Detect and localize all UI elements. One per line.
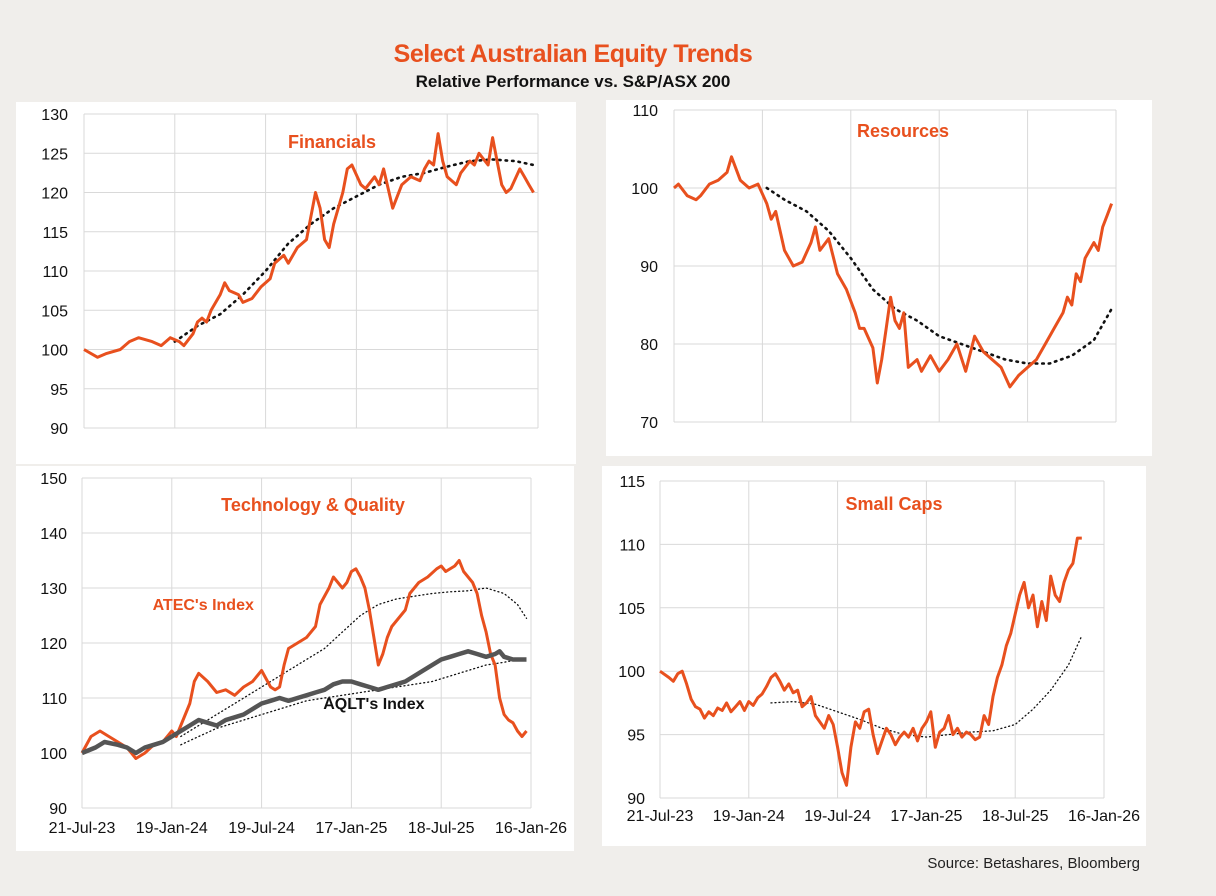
y-tick-label: 95 xyxy=(627,728,645,745)
y-tick-label: 100 xyxy=(41,343,68,360)
series-line-small-caps xyxy=(659,536,1082,787)
series-line-atec-s-index xyxy=(80,559,528,760)
chart-title: Resources xyxy=(857,121,949,141)
x-tick-label: 19-Jan-24 xyxy=(136,820,208,837)
series-line-financials xyxy=(83,132,535,359)
x-tick-label: 18-Jul-25 xyxy=(982,808,1049,825)
y-tick-label: 70 xyxy=(640,415,658,432)
y-tick-label: 115 xyxy=(619,474,645,491)
series-line-moving-average xyxy=(765,186,1113,365)
small-caps-panel: 90 95 100 105 110 115 21-Jul-23 19-Jan-24 19-Jul… xyxy=(602,466,1146,846)
y-tick-label: 100 xyxy=(40,746,67,763)
x-tick-label: 16-Jan-26 xyxy=(495,820,567,837)
series-line-aqlt-s-index xyxy=(81,649,527,756)
y-tick-label: 90 xyxy=(627,791,645,808)
y-tick-label: 105 xyxy=(618,601,645,618)
source-note: Source: Betashares, Bloomberg xyxy=(927,855,1140,872)
y-tick-label: 115 xyxy=(42,225,68,242)
y-tick-label: 110 xyxy=(41,691,67,708)
x-tick-label: 19-Jul-24 xyxy=(228,820,295,837)
series-line-resources xyxy=(673,155,1114,389)
y-tick-label: 100 xyxy=(631,181,658,198)
page-title: Select Australian Equity Trends xyxy=(393,40,753,68)
chart-title: Financials xyxy=(288,132,376,152)
x-tick-label: 16-Jan-26 xyxy=(1068,808,1140,825)
y-tick-label: 100 xyxy=(618,664,645,681)
y-tick-label: 120 xyxy=(41,186,68,203)
y-tick-label: 80 xyxy=(640,337,658,354)
technology-quality-chart: 90 100 110 120 130 140 150 21-Jul-23 19-Jan-24 19… xyxy=(40,471,567,837)
y-tick-label: 90 xyxy=(50,421,68,438)
resources-panel: 70 80 90 100 110 Resources xyxy=(606,100,1152,456)
y-tick-label: 90 xyxy=(640,259,658,276)
series-annotation: AQLT's Index xyxy=(323,696,424,713)
y-tick-label: 110 xyxy=(632,103,658,120)
page-subtitle: Relative Performance vs. S&P/ASX 200 xyxy=(415,72,731,91)
y-tick-label: 90 xyxy=(49,801,67,818)
x-tick-label: 17-Jan-25 xyxy=(890,808,962,825)
y-tick-label: 110 xyxy=(619,537,645,554)
x-tick-label: 21-Jul-23 xyxy=(49,820,116,837)
x-tick-label: 17-Jan-25 xyxy=(315,820,387,837)
series-line-aqlt-s-ma xyxy=(180,657,528,746)
series-line-moving-average xyxy=(173,158,535,343)
financials-chart: 90 95 100 105 110 115 120 125 130 Financials xyxy=(41,107,539,438)
y-tick-label: 130 xyxy=(41,107,68,124)
series-annotation: ATEC's Index xyxy=(153,597,254,614)
technology-quality-panel: 90 100 110 120 130 140 150 21-Jul-23 19-Jan-24 19… xyxy=(16,466,574,851)
y-tick-label: 110 xyxy=(42,264,68,281)
y-tick-label: 130 xyxy=(40,581,67,598)
x-tick-label: 19-Jan-24 xyxy=(713,808,785,825)
x-tick-label: 18-Jul-25 xyxy=(408,820,475,837)
y-tick-label: 105 xyxy=(41,303,68,320)
y-tick-label: 125 xyxy=(41,146,68,163)
small-caps-chart: 90 95 100 105 110 115 21-Jul-23 19-Jan-24 19-Jul… xyxy=(618,474,1140,825)
y-tick-label: 150 xyxy=(40,471,67,488)
chart-title: Technology & Quality xyxy=(221,495,405,515)
y-tick-label: 120 xyxy=(40,636,67,653)
chart-title: Small Caps xyxy=(845,494,942,514)
financials-panel: 90 95 100 105 110 115 120 125 130 Financials xyxy=(16,102,576,464)
x-tick-label: 21-Jul-23 xyxy=(627,808,694,825)
y-tick-label: 95 xyxy=(50,382,68,399)
x-tick-label: 19-Jul-24 xyxy=(804,808,871,825)
resources-chart: 70 80 90 100 110 Resources xyxy=(631,103,1117,432)
series-line-atec-s-ma xyxy=(180,587,528,738)
y-tick-label: 140 xyxy=(40,526,67,543)
